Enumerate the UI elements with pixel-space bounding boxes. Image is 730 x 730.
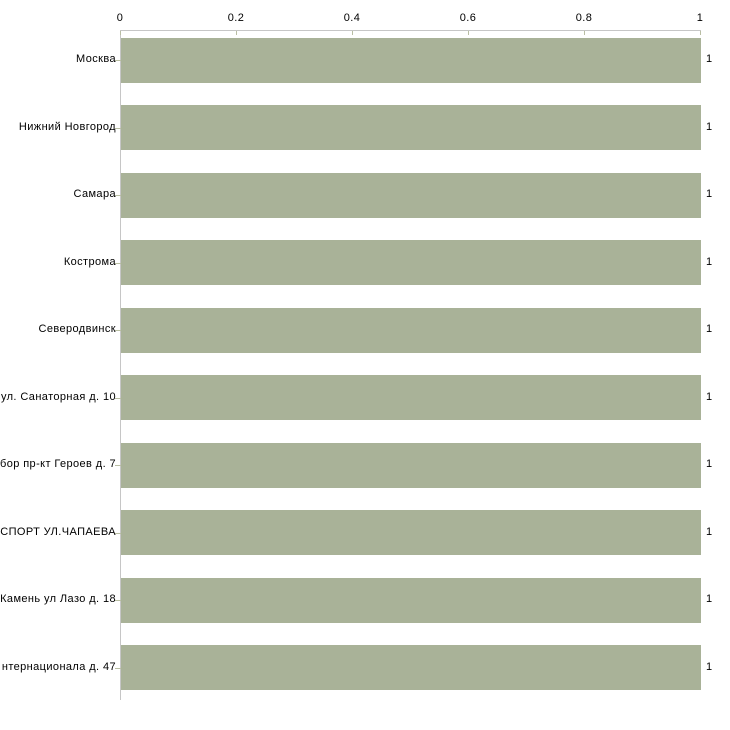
bar [121, 172, 701, 218]
x-axis-tick-label: 0 [116, 12, 124, 24]
bar [121, 442, 701, 488]
bar [121, 37, 701, 83]
bar-value-label: 1 [706, 661, 713, 673]
category-label: Нижний Новгород [18, 121, 116, 133]
category-label: Москва [76, 53, 116, 65]
x-axis-tick-label: 0.8 [575, 12, 593, 24]
category-label: ул. Санаторная д. 10 [0, 391, 116, 403]
category-tick-mark [115, 263, 121, 264]
x-axis-tick-mark [700, 31, 701, 35]
x-axis-tick-mark [352, 31, 353, 35]
x-axis-line [120, 30, 701, 31]
bar [121, 240, 701, 285]
category-tick-mark [115, 533, 121, 534]
category-tick-mark [115, 600, 121, 601]
bar-value-label: 1 [706, 526, 713, 538]
bar-value-label: 1 [706, 121, 713, 133]
x-axis-tick-label: 0.2 [227, 12, 245, 24]
bar-value-label: 1 [706, 256, 713, 268]
x-axis-tick-label: 0.4 [343, 12, 361, 24]
category-tick-mark [115, 195, 121, 196]
category-tick-mark [115, 60, 121, 61]
bar-value-label: 1 [706, 458, 713, 470]
y-axis-line [120, 30, 121, 700]
category-tick-mark [115, 668, 121, 669]
category-label: Самара [73, 188, 116, 200]
category-tick-mark [115, 128, 121, 129]
x-axis-tick-mark [584, 31, 585, 35]
bar [121, 510, 701, 555]
x-axis-tick-mark [236, 31, 237, 35]
category-label: НСПОРТ УЛ.ЧАПАЕВА [0, 526, 116, 538]
x-axis-tick-mark [120, 31, 121, 35]
x-axis-tick-label: 1 [696, 12, 704, 24]
bar [121, 307, 701, 353]
bar-value-label: 1 [706, 391, 713, 403]
category-label: бор пр-кт Героев д. 7 [0, 458, 116, 470]
x-axis-tick-label: 0.6 [459, 12, 477, 24]
bar [121, 645, 701, 690]
bar-value-label: 1 [706, 53, 713, 65]
x-axis-tick-mark [468, 31, 469, 35]
bar [121, 577, 701, 623]
category-label: Камень ул Лазо д. 18 [0, 593, 116, 605]
category-tick-mark [115, 398, 121, 399]
category-label: нтернационала д. 47 [1, 661, 116, 673]
category-label: Кострома [63, 256, 116, 268]
bar [121, 105, 701, 150]
bar-value-label: 1 [706, 323, 713, 335]
bar-value-label: 1 [706, 593, 713, 605]
category-tick-mark [115, 465, 121, 466]
bar-value-label: 1 [706, 188, 713, 200]
category-tick-mark [115, 330, 121, 331]
category-label: Северодвинск [38, 323, 116, 335]
bar [121, 375, 701, 420]
